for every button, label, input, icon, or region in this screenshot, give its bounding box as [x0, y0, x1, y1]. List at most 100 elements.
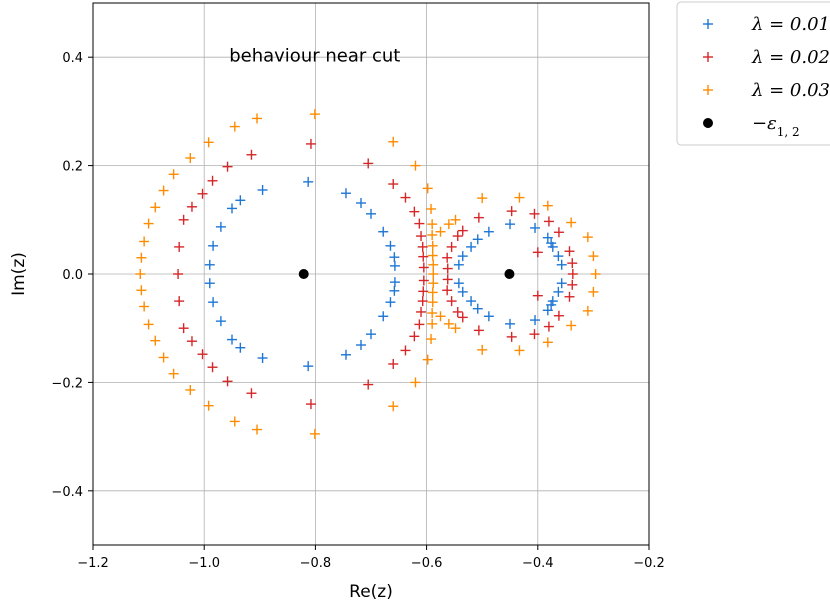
data-point — [564, 246, 575, 257]
data-point — [453, 259, 464, 270]
data-point — [185, 384, 196, 395]
data-point — [229, 416, 240, 427]
data-point — [426, 203, 437, 214]
data-point — [553, 227, 564, 238]
data-point — [185, 153, 196, 164]
data-point — [428, 278, 439, 289]
data-point — [457, 312, 468, 323]
data-point — [186, 336, 197, 347]
data-point — [504, 269, 515, 279]
data-point — [197, 349, 208, 360]
data-point — [305, 399, 316, 410]
legend-label: λ = 0.03 — [751, 80, 830, 101]
data-point — [305, 138, 316, 149]
data-point — [426, 334, 437, 345]
data-point — [422, 183, 433, 194]
data-point — [246, 388, 257, 399]
data-point — [409, 206, 420, 217]
data-point — [443, 219, 454, 230]
data-point — [450, 323, 461, 334]
data-point — [466, 296, 477, 307]
series-0 — [204, 176, 567, 372]
data-point — [340, 349, 351, 360]
data-point — [418, 286, 429, 297]
data-point — [298, 269, 309, 279]
data-point — [355, 197, 366, 208]
data-point — [363, 379, 374, 390]
series-2 — [135, 109, 601, 439]
data-point — [427, 318, 438, 329]
data-point — [158, 352, 169, 363]
data-point — [143, 319, 154, 330]
data-point — [229, 121, 240, 132]
y-tick-label: −0.2 — [51, 376, 83, 391]
data-point — [414, 319, 425, 330]
data-point — [150, 335, 161, 346]
data-point — [388, 136, 399, 147]
data-point — [457, 225, 468, 236]
data-point — [222, 161, 233, 172]
data-point — [389, 277, 400, 288]
data-point — [204, 278, 215, 289]
data-point — [203, 400, 214, 411]
legend-box — [676, 1, 830, 146]
data-point — [257, 184, 268, 195]
data-point — [542, 200, 553, 211]
data-point — [388, 179, 399, 190]
axis-ticks: −1.2 −1.0 −0.8 −0.6 −0.4 −0.2 −0.4 −0.2 0.0 0.2 0.… — [51, 51, 664, 571]
data-point — [389, 285, 400, 296]
data-point — [442, 252, 453, 263]
x-tick-label: −0.2 — [633, 556, 665, 571]
data-point — [139, 301, 150, 312]
data-point — [174, 241, 185, 252]
data-point — [446, 241, 457, 252]
data-point — [378, 311, 389, 322]
data-point — [303, 176, 314, 187]
data-point — [416, 306, 427, 317]
data-point — [417, 296, 428, 307]
legend-entry: λ = 0.01 — [703, 14, 830, 35]
data-point — [582, 305, 593, 316]
data-point — [530, 222, 541, 233]
data-point — [309, 109, 320, 120]
data-point — [388, 401, 399, 412]
data-point — [566, 217, 577, 228]
data-point — [543, 321, 554, 332]
data-point — [340, 188, 351, 199]
data-point — [566, 320, 577, 331]
data-point — [174, 296, 185, 307]
data-point — [553, 286, 564, 297]
data-point — [410, 377, 421, 388]
data-point — [389, 252, 400, 263]
data-point — [532, 247, 543, 258]
data-point — [207, 175, 218, 186]
y-tick-label: 0.4 — [62, 51, 83, 66]
y-tick-label: −0.4 — [51, 485, 83, 500]
data-point — [543, 216, 554, 227]
data-point — [143, 218, 154, 229]
data-point — [457, 251, 468, 262]
legend-label: λ = 0.02 — [751, 47, 830, 68]
data-point — [168, 368, 179, 379]
legend-marker — [703, 118, 713, 128]
data-point — [366, 208, 376, 219]
data-point — [542, 232, 553, 243]
data-point — [215, 316, 226, 327]
data-point — [389, 260, 400, 271]
data-point — [567, 269, 578, 279]
data-point — [542, 305, 553, 316]
data-point — [529, 208, 540, 219]
data-point — [435, 226, 446, 237]
data-point — [505, 318, 515, 329]
data-point — [567, 258, 578, 269]
chart-annotation: behaviour near cut — [229, 46, 400, 67]
data-point — [227, 203, 237, 214]
data-point — [443, 318, 454, 329]
x-tick-label: −1.0 — [188, 556, 220, 571]
data-point — [427, 229, 438, 240]
legend-marker — [703, 19, 713, 29]
data-point — [388, 358, 399, 369]
data-point — [136, 252, 147, 263]
data-point — [235, 342, 246, 353]
